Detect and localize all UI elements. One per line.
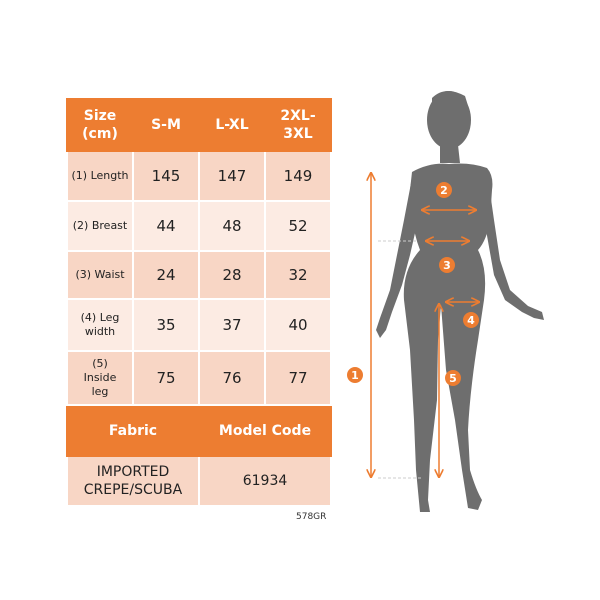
svg-text:3: 3 bbox=[443, 259, 451, 272]
row-label: (2) Breast bbox=[66, 200, 134, 252]
header-2xl-3xl: 2XL-3XL bbox=[264, 98, 332, 152]
row-label: (4) Leg width bbox=[66, 298, 134, 352]
cell: 145 bbox=[132, 150, 200, 202]
cell: 37 bbox=[198, 298, 266, 352]
row-label: (1) Length bbox=[66, 150, 134, 202]
marker-2: 2 bbox=[436, 182, 452, 198]
cell: 147 bbox=[198, 150, 266, 202]
header-size: Size (cm) bbox=[66, 98, 134, 152]
fabric-header-row: Fabric Model Code bbox=[66, 404, 332, 457]
svg-text:4: 4 bbox=[467, 314, 475, 327]
cell: 52 bbox=[264, 200, 332, 252]
table-row: (2) Breast 44 48 52 bbox=[66, 200, 332, 252]
cell: 32 bbox=[264, 250, 332, 300]
cell: 24 bbox=[132, 250, 200, 300]
cell: 75 bbox=[132, 350, 200, 406]
fabric-value: IMPORTED CREPE/SCUBA bbox=[66, 455, 200, 507]
svg-text:2: 2 bbox=[440, 184, 448, 197]
cell: 149 bbox=[264, 150, 332, 202]
cell: 48 bbox=[198, 200, 266, 252]
header-row: Size (cm) S-M L-XL 2XL-3XL bbox=[66, 98, 332, 152]
table-row: (4) Leg width 35 37 40 bbox=[66, 298, 332, 352]
header-l-xl: L-XL bbox=[198, 98, 266, 152]
marker-5: 5 bbox=[445, 370, 461, 386]
size-chart-table: Size (cm) S-M L-XL 2XL-3XL (1) Length 14… bbox=[66, 98, 332, 507]
product-code: 578GR bbox=[296, 512, 327, 522]
fabric-row: IMPORTED CREPE/SCUBA 61934 bbox=[66, 455, 332, 507]
fabric-header: Fabric bbox=[66, 404, 200, 457]
model-code-header: Model Code bbox=[198, 404, 332, 457]
model-code-value: 61934 bbox=[198, 455, 332, 507]
table-row: (1) Length 145 147 149 bbox=[66, 150, 332, 202]
cell: 40 bbox=[264, 298, 332, 352]
cell: 44 bbox=[132, 200, 200, 252]
cell: 76 bbox=[198, 350, 266, 406]
cell: 28 bbox=[198, 250, 266, 300]
header-s-m: S-M bbox=[132, 98, 200, 152]
table-row: (5) Inside leg 75 76 77 bbox=[66, 350, 332, 406]
svg-text:1: 1 bbox=[351, 369, 359, 382]
cell: 77 bbox=[264, 350, 332, 406]
svg-text:5: 5 bbox=[449, 372, 457, 385]
marker-3: 3 bbox=[439, 257, 455, 273]
cell: 35 bbox=[132, 298, 200, 352]
row-label: (3) Waist bbox=[66, 250, 134, 300]
marker-4: 4 bbox=[463, 312, 479, 328]
table-row: (3) Waist 24 28 32 bbox=[66, 250, 332, 300]
row-label: (5) Inside leg bbox=[66, 350, 134, 406]
measurement-guides bbox=[371, 173, 479, 479]
woman-silhouette bbox=[376, 90, 544, 512]
marker-1: 1 bbox=[347, 367, 363, 383]
